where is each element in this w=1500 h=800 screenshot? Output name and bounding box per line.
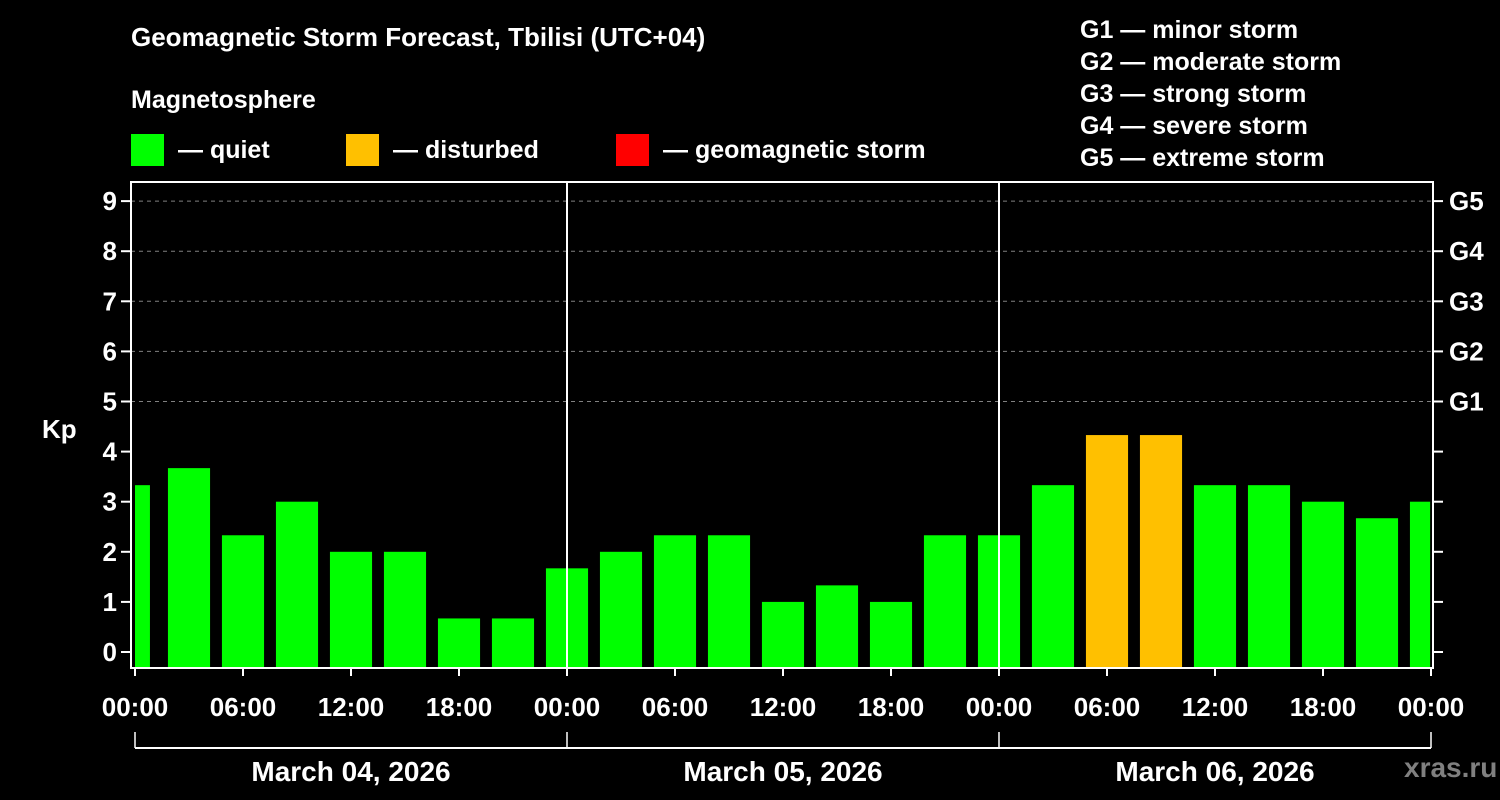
g3-legend: G3 — strong storm bbox=[1080, 80, 1307, 108]
kp-bar bbox=[653, 535, 697, 668]
y-tick-label: 3 bbox=[103, 487, 117, 517]
kp-bar bbox=[1409, 501, 1431, 668]
x-tick-label: 06:00 bbox=[210, 692, 277, 722]
x-tick-label: 00:00 bbox=[534, 692, 601, 722]
kp-bar bbox=[815, 585, 859, 668]
y-axis-label: Kp bbox=[42, 414, 77, 444]
x-tick-label: 12:00 bbox=[750, 692, 817, 722]
kp-bar bbox=[1247, 485, 1291, 668]
kp-bar bbox=[383, 551, 427, 668]
y-tick-label: 9 bbox=[103, 186, 117, 216]
kp-bar bbox=[1301, 501, 1345, 668]
x-tick-label: 00:00 bbox=[102, 692, 169, 722]
kp-bar bbox=[707, 535, 751, 668]
g-scale-label: G1 bbox=[1449, 387, 1484, 417]
kp-bar bbox=[1085, 435, 1129, 668]
x-tick-label: 18:00 bbox=[426, 692, 493, 722]
x-tick-label: 06:00 bbox=[642, 692, 709, 722]
g2-legend: G2 — moderate storm bbox=[1080, 48, 1342, 76]
g-scale-label: G5 bbox=[1449, 186, 1484, 216]
watermark: xras.ru bbox=[1404, 752, 1498, 783]
y-tick-label: 0 bbox=[103, 637, 117, 667]
x-tick-label: 18:00 bbox=[858, 692, 925, 722]
kp-bar bbox=[761, 601, 805, 668]
kp-bar bbox=[599, 551, 643, 668]
kp-bar bbox=[1031, 485, 1075, 668]
x-tick-label: 06:00 bbox=[1074, 692, 1141, 722]
x-tick-label: 00:00 bbox=[1398, 692, 1465, 722]
legend-disturbed-label: — disturbed bbox=[393, 135, 539, 164]
kp-bar bbox=[491, 618, 535, 668]
g-scale-label: G2 bbox=[1449, 336, 1484, 366]
plot-frame bbox=[130, 181, 1434, 669]
y-tick-label: 8 bbox=[103, 236, 117, 266]
quiet-swatch-icon bbox=[131, 134, 164, 166]
y-tick-label: 6 bbox=[103, 336, 117, 366]
storm-swatch-icon bbox=[616, 134, 649, 166]
legend-storm: — geomagnetic storm bbox=[616, 134, 926, 166]
legend-quiet-label: — quiet bbox=[178, 135, 270, 164]
day-label: March 04, 2026 bbox=[251, 756, 450, 787]
kp-bar bbox=[135, 485, 150, 668]
kp-bar bbox=[869, 601, 913, 668]
x-tick-label: 12:00 bbox=[1182, 692, 1249, 722]
kp-bar bbox=[1355, 518, 1399, 668]
g4-legend: G4 — severe storm bbox=[1080, 112, 1308, 140]
g5-legend: G5 — extreme storm bbox=[1080, 144, 1325, 172]
kp-bar bbox=[1193, 485, 1237, 668]
g-scale-label: G4 bbox=[1449, 236, 1484, 266]
x-tick-label: 00:00 bbox=[966, 692, 1033, 722]
kp-bar bbox=[167, 468, 211, 668]
kp-bar bbox=[329, 551, 373, 668]
y-tick-label: 2 bbox=[103, 537, 117, 567]
legend-subtitle: Magnetosphere bbox=[131, 86, 316, 114]
x-tick-label: 18:00 bbox=[1290, 692, 1357, 722]
kp-bar bbox=[221, 535, 265, 668]
x-tick-label: 12:00 bbox=[318, 692, 385, 722]
legend-storm-label: — geomagnetic storm bbox=[663, 135, 926, 164]
y-tick-label: 7 bbox=[103, 286, 117, 316]
day-label: March 05, 2026 bbox=[683, 756, 882, 787]
kp-bar bbox=[1139, 435, 1183, 668]
y-tick-label: 5 bbox=[103, 387, 117, 417]
kp-bar bbox=[275, 501, 319, 668]
legend-quiet: — quiet bbox=[131, 134, 270, 166]
legend-disturbed: — disturbed bbox=[346, 134, 539, 166]
chart-title: Geomagnetic Storm Forecast, Tbilisi (UTC… bbox=[131, 22, 706, 52]
y-tick-label: 1 bbox=[103, 587, 117, 617]
kp-bar bbox=[923, 535, 967, 668]
kp-bar bbox=[437, 618, 481, 668]
g-scale-legend: G1 — minor storm G2 — moderate storm G3 … bbox=[1080, 14, 1341, 174]
g1-legend: G1 — minor storm bbox=[1080, 16, 1299, 44]
y-tick-label: 4 bbox=[103, 437, 118, 467]
g-scale-label: G3 bbox=[1449, 286, 1484, 316]
disturbed-swatch-icon bbox=[346, 134, 379, 166]
day-label: March 06, 2026 bbox=[1115, 756, 1314, 787]
